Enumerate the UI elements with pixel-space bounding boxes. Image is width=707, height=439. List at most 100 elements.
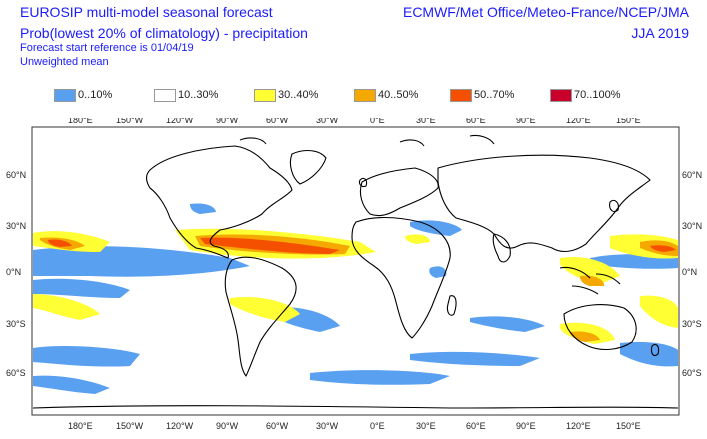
map-subtitle: Prob(lowest 20% of climatology) - precip…	[20, 25, 308, 41]
lon-label: 120°E	[566, 118, 591, 125]
japan-outline	[609, 199, 619, 213]
low-prob-area	[310, 370, 450, 385]
maritime-continent-outline	[559, 266, 621, 295]
lat-label: 30°N	[6, 221, 26, 231]
lon-label: 180°E	[68, 421, 93, 431]
lon-label: 90°W	[216, 118, 239, 125]
north-america-outline	[146, 145, 293, 259]
mid-prob-area	[640, 295, 678, 328]
lon-label: 120°W	[166, 118, 194, 125]
lon-label: 120°W	[166, 421, 194, 431]
lon-label: 90°W	[216, 421, 239, 431]
legend: 0..10% 10..30% 30..40% 40..50% 50..70% 7…	[54, 88, 674, 104]
legend-item: 30..40%	[254, 88, 318, 102]
asia-outline	[437, 154, 651, 253]
low-prob-area	[470, 316, 545, 332]
legend-item: 50..70%	[450, 88, 514, 102]
greenland-outline	[289, 149, 327, 185]
lat-label: 0°N	[6, 267, 21, 277]
forecast-reference: Forecast start reference is 01/04/19	[20, 42, 194, 54]
lon-label: 30°E	[416, 421, 436, 431]
lon-label: 60°W	[266, 421, 289, 431]
low-prob-area	[33, 278, 130, 298]
lat-label: 60°S	[6, 368, 26, 378]
low-prob-area	[620, 341, 678, 367]
legend-swatch	[354, 88, 376, 102]
weighting-note: Unweighted mean	[20, 56, 109, 68]
british-isles-outline	[358, 177, 368, 188]
very-high-prob-area	[48, 239, 72, 247]
world-map: 180°E 150°W 120°W 90°W 60°W 30°W 0°E 30°…	[6, 118, 702, 431]
lon-label: 0°E	[370, 118, 385, 125]
lon-label: 150°E	[616, 118, 641, 125]
lon-label: 150°W	[116, 421, 144, 431]
lat-label: 30°N	[682, 221, 702, 231]
legend-item: 10..30%	[154, 88, 218, 102]
legend-item: 40..50%	[354, 88, 418, 102]
arctic-islands-outline	[239, 134, 495, 147]
lon-label: 90°E	[516, 421, 536, 431]
lat-label: 60°N	[6, 170, 26, 180]
mid-prob-area	[405, 234, 430, 244]
very-high-prob-area	[650, 245, 676, 252]
lon-label: 120°E	[566, 421, 591, 431]
lon-label: 60°W	[266, 118, 289, 125]
lon-label: 30°W	[316, 118, 339, 125]
legend-item: 0..10%	[54, 88, 112, 102]
legend-swatch	[450, 88, 472, 102]
models-label: ECMWF/Met Office/Meteo-France/NCEP/JMA	[402, 4, 689, 20]
coastlines	[32, 134, 679, 409]
antarctica-outline	[32, 405, 679, 409]
lon-label: 150°W	[116, 118, 144, 125]
south-america-outline	[224, 256, 297, 377]
australia-outline	[563, 304, 637, 351]
europe-outline	[359, 167, 439, 217]
legend-label: 10..30%	[178, 89, 219, 101]
legend-swatch	[550, 88, 572, 102]
probability-shading	[33, 203, 678, 394]
legend-label: 70..100%	[574, 89, 621, 101]
low-prob-area	[429, 266, 447, 278]
mid-prob-area	[33, 294, 100, 320]
legend-label: 30..40%	[278, 89, 319, 101]
lat-label: 60°N	[682, 170, 702, 180]
low-prob-area	[410, 220, 462, 236]
lon-label: 90°E	[516, 118, 536, 125]
lon-label: 0°E	[370, 421, 385, 431]
africa-outline	[351, 217, 451, 339]
mid-prob-area	[560, 256, 620, 284]
low-prob-area	[33, 346, 140, 367]
legend-item: 70..100%	[550, 88, 620, 102]
lat-label: 60°S	[682, 368, 702, 378]
new-zealand-outline	[650, 343, 660, 357]
map-title: EUROSIP multi-model seasonal forecast	[20, 4, 273, 20]
top-lon-labels: 180°E 150°W 120°W 90°W 60°W 30°W 0°E 30°…	[68, 118, 641, 125]
low-prob-area	[410, 351, 540, 366]
season-label: JJA 2019	[631, 25, 689, 41]
legend-label: 40..50%	[378, 89, 419, 101]
madagascar-outline	[446, 295, 457, 316]
high-prob-area	[580, 275, 605, 286]
very-high-prob-area	[200, 237, 340, 254]
lon-label: 150°E	[616, 421, 641, 431]
lat-label: 0°N	[682, 267, 697, 277]
india-outline	[492, 233, 511, 263]
lon-label: 30°W	[316, 421, 339, 431]
legend-label: 0..10%	[78, 89, 113, 101]
bottom-lon-labels: 180°E 150°W 120°W 90°W 60°W 30°W 0°E 30°…	[68, 421, 641, 431]
lon-label: 180°E	[68, 118, 93, 125]
legend-label: 50..70%	[474, 89, 515, 101]
low-prob-area	[190, 203, 216, 214]
lon-label: 60°E	[466, 421, 486, 431]
legend-swatch	[54, 88, 76, 102]
low-prob-area	[33, 246, 250, 277]
mid-prob-area	[230, 296, 300, 322]
right-lat-labels: 60°N 30°N 0°N 30°S 60°S	[682, 170, 702, 378]
low-prob-area	[33, 375, 110, 394]
lon-label: 30°E	[416, 118, 436, 125]
lat-label: 30°S	[6, 319, 26, 329]
legend-swatch	[254, 88, 276, 102]
lat-label: 30°S	[682, 319, 702, 329]
lon-label: 60°E	[466, 118, 486, 125]
left-lat-labels: 60°N 30°N 0°N 30°S 60°S	[6, 170, 26, 378]
